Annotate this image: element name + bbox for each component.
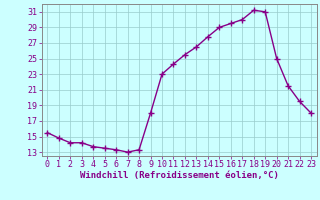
X-axis label: Windchill (Refroidissement éolien,°C): Windchill (Refroidissement éolien,°C) xyxy=(80,171,279,180)
